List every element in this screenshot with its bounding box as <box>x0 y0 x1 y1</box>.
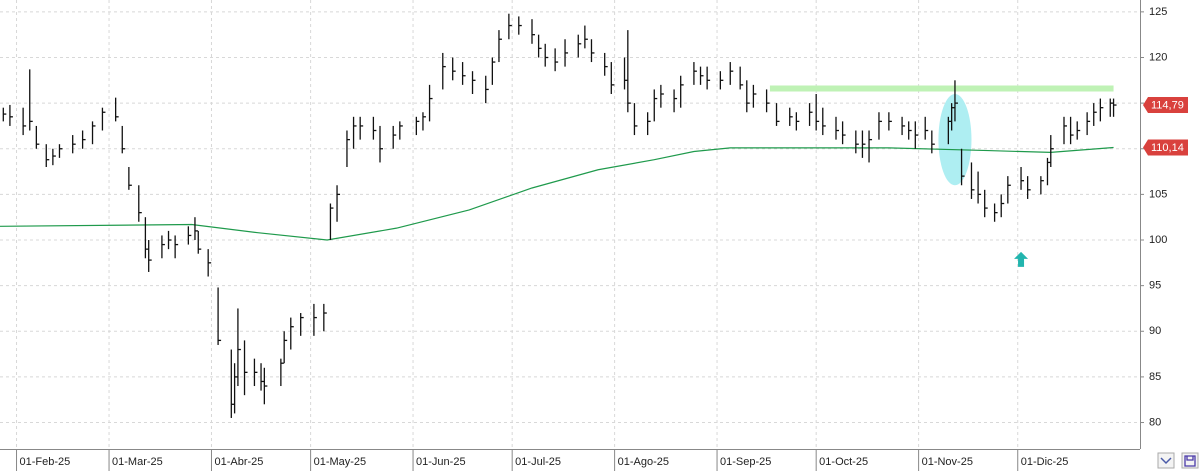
x-tick-label: 01-Sep-25 <box>720 456 771 468</box>
x-tick-label: 01-Nov-25 <box>922 456 973 468</box>
y-tick-label: 85 <box>1149 371 1161 383</box>
axes: 8085909510010511011512012501-Feb-2501-Ma… <box>16 6 1188 471</box>
x-tick-label: 01-Dic-25 <box>1021 456 1069 468</box>
plot-area <box>2 13 1117 418</box>
x-tick-label: 01-May-25 <box>314 456 367 468</box>
x-tick-label: 01-Jun-25 <box>416 456 466 468</box>
zoom-button[interactable] <box>1157 452 1175 469</box>
price-tag-label: 114,79 <box>1151 99 1184 111</box>
annotations <box>0 85 1114 267</box>
toolbar <box>1157 452 1199 469</box>
price-tag <box>1143 139 1188 156</box>
y-tick-label: 90 <box>1149 325 1161 337</box>
y-tick-label: 120 <box>1149 51 1167 63</box>
x-tick-label: 01-Abr-25 <box>214 456 263 468</box>
save-icon <box>1184 455 1196 467</box>
arrow <box>1014 251 1029 267</box>
price-tag <box>1143 97 1188 114</box>
y-tick-label: 100 <box>1149 234 1167 246</box>
x-tick-label: 01-Ago-25 <box>618 456 669 468</box>
zoom-icon <box>1160 457 1172 465</box>
x-tick-label: 01-Jul-25 <box>515 456 561 468</box>
y-tick-label: 105 <box>1149 188 1167 200</box>
highlight-ellipse <box>938 93 972 186</box>
y-tick-label: 95 <box>1149 280 1161 292</box>
x-tick-label: 01-Oct-25 <box>819 456 868 468</box>
y-tick-label: 80 <box>1149 416 1161 428</box>
y-tick-label: 125 <box>1149 6 1167 18</box>
moving-average <box>0 146 1114 241</box>
x-tick-label: 01-Feb-25 <box>20 456 71 468</box>
price-tag-label: 110,14 <box>1151 142 1184 154</box>
x-tick-label: 01-Mar-25 <box>112 456 163 468</box>
